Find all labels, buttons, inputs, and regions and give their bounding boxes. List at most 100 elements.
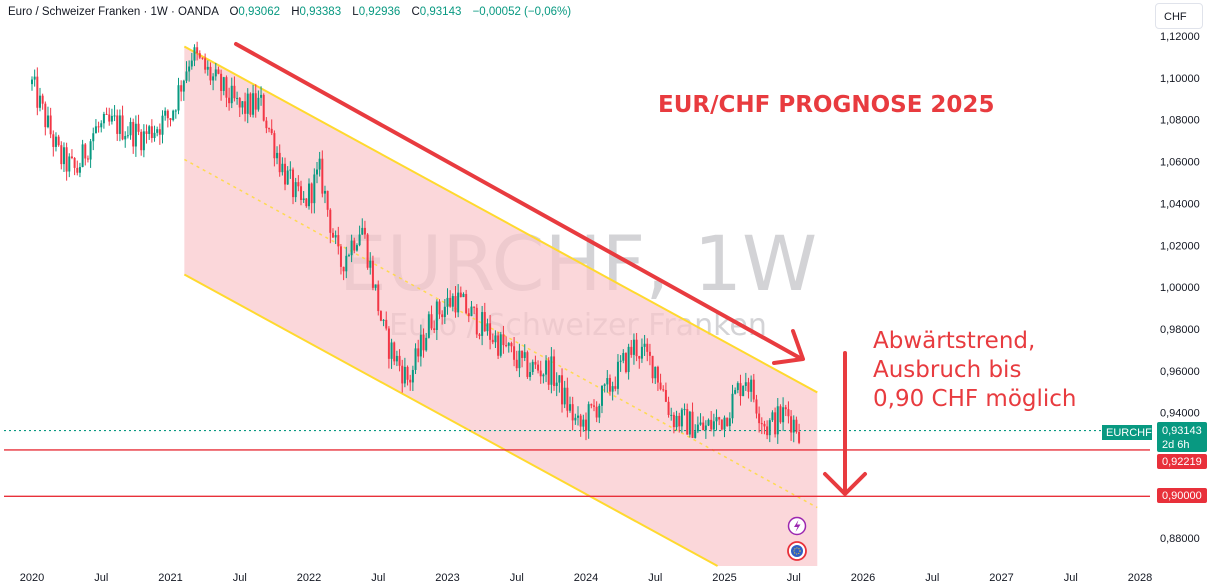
candle-body[interactable]	[582, 419, 585, 427]
candle-body[interactable]	[228, 97, 231, 104]
candle-body[interactable]	[158, 129, 161, 135]
candle-body[interactable]	[747, 382, 750, 392]
candle-body[interactable]	[33, 76, 36, 80]
candle-body[interactable]	[76, 167, 79, 173]
candle-body[interactable]	[323, 190, 326, 194]
candle-body[interactable]	[736, 383, 739, 391]
candle-body[interactable]	[249, 93, 252, 115]
candle-body[interactable]	[659, 382, 662, 390]
candle-body[interactable]	[790, 416, 793, 433]
candle-body[interactable]	[403, 366, 406, 384]
candle-body[interactable]	[244, 101, 247, 114]
candle-body[interactable]	[366, 234, 369, 268]
candle-body[interactable]	[142, 131, 145, 151]
candle-body[interactable]	[691, 411, 694, 438]
annotations[interactable]: EUR/CHF PROGNOSE 2025 Abwärtstrend, Ausb…	[658, 92, 1077, 412]
annotation-line-1[interactable]: Abwärtstrend,	[873, 328, 1035, 354]
candle-body[interactable]	[270, 128, 273, 134]
candle-body[interactable]	[569, 404, 572, 411]
candle-body[interactable]	[382, 319, 385, 321]
candle-body[interactable]	[744, 382, 747, 386]
candle-body[interactable]	[427, 314, 430, 338]
candle-body[interactable]	[459, 292, 462, 298]
candle-body[interactable]	[198, 53, 201, 58]
candle-body[interactable]	[100, 123, 103, 128]
candle-body[interactable]	[62, 147, 65, 165]
candle-body[interactable]	[236, 97, 239, 99]
candle-body[interactable]	[284, 163, 287, 185]
candle-body[interactable]	[467, 313, 470, 317]
candle-body[interactable]	[49, 115, 52, 135]
candle-body[interactable]	[118, 115, 121, 134]
candle-body[interactable]	[771, 412, 774, 421]
candle-body[interactable]	[523, 352, 526, 358]
downtrend-arrow-line[interactable]	[234, 42, 802, 360]
candle-body[interactable]	[510, 343, 513, 347]
candle-body[interactable]	[686, 409, 689, 435]
candle-body[interactable]	[121, 115, 124, 140]
candle-body[interactable]	[646, 343, 649, 352]
candle-body[interactable]	[233, 85, 236, 99]
candle-body[interactable]	[164, 110, 167, 116]
candle-body[interactable]	[60, 145, 63, 165]
candle-body[interactable]	[262, 94, 265, 121]
candle-body[interactable]	[276, 152, 279, 159]
candle-body[interactable]	[414, 348, 417, 370]
downtrend-arrow-head[interactable]	[772, 329, 805, 365]
candle-body[interactable]	[377, 284, 380, 312]
candle-body[interactable]	[654, 366, 657, 379]
candle-body[interactable]	[475, 307, 478, 335]
candle-body[interactable]	[614, 386, 617, 389]
candle-body[interactable]	[712, 421, 715, 430]
candle-body[interactable]	[595, 406, 598, 418]
candle-body[interactable]	[113, 115, 116, 117]
candle-body[interactable]	[611, 386, 614, 392]
candle-body[interactable]	[579, 415, 582, 427]
candle-body[interactable]	[169, 118, 172, 121]
candle-body[interactable]	[632, 339, 635, 355]
candle-body[interactable]	[385, 319, 388, 329]
candle-body[interactable]	[672, 414, 675, 428]
candle-body[interactable]	[648, 351, 651, 356]
candle-body[interactable]	[409, 379, 412, 383]
candle-body[interactable]	[457, 292, 460, 313]
candle-body[interactable]	[782, 407, 785, 423]
candle-body[interactable]	[784, 407, 787, 410]
candle-body[interactable]	[355, 245, 358, 251]
candle-body[interactable]	[505, 345, 508, 347]
candle-body[interactable]	[54, 136, 57, 147]
candle-body[interactable]	[116, 115, 119, 134]
candle-body[interactable]	[515, 359, 518, 369]
candle-body[interactable]	[483, 312, 486, 332]
candle-body[interactable]	[723, 417, 726, 430]
candle-body[interactable]	[102, 113, 105, 124]
candle-body[interactable]	[260, 94, 263, 98]
currency-button[interactable]: CHF	[1155, 3, 1203, 29]
candle-body[interactable]	[539, 370, 542, 377]
candle-body[interactable]	[763, 423, 766, 427]
candle-body[interactable]	[563, 387, 566, 405]
candle-body[interactable]	[531, 361, 534, 372]
candle-body[interactable]	[86, 158, 89, 160]
candle-body[interactable]	[768, 420, 771, 436]
candle-body[interactable]	[662, 389, 665, 391]
candle-body[interactable]	[603, 384, 606, 386]
candle-body[interactable]	[590, 404, 593, 406]
candle-body[interactable]	[473, 306, 476, 308]
candle-body[interactable]	[585, 419, 587, 431]
candle-body[interactable]	[534, 361, 537, 365]
candle-body[interactable]	[268, 128, 271, 130]
candle-body[interactable]	[481, 312, 484, 336]
candle-body[interactable]	[220, 73, 223, 91]
candle-body[interactable]	[153, 132, 156, 139]
candle-body[interactable]	[441, 314, 444, 318]
candle-body[interactable]	[222, 77, 225, 91]
candle-body[interactable]	[265, 120, 268, 129]
channel-midline[interactable]	[183, 158, 818, 509]
candle-body[interactable]	[478, 334, 481, 336]
candle-body[interactable]	[422, 334, 425, 351]
candle-body[interactable]	[273, 133, 276, 159]
candle-body[interactable]	[462, 293, 465, 298]
candle-body[interactable]	[150, 126, 153, 139]
candle-body[interactable]	[606, 378, 609, 385]
